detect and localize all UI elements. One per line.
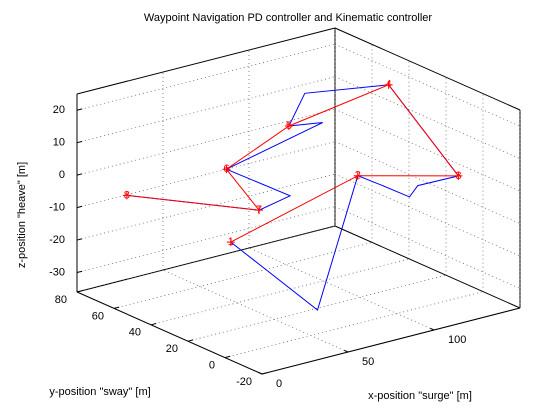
tick-mark xyxy=(76,108,83,111)
grid-line xyxy=(150,258,410,326)
y-tick-label: 80 xyxy=(55,294,67,306)
grid-line xyxy=(224,291,484,358)
grid-line xyxy=(334,43,521,127)
box-edge xyxy=(76,225,336,293)
x-axis-label: x-position "surge" [m] xyxy=(368,390,472,402)
tick-mark xyxy=(76,270,83,274)
grid-line xyxy=(76,43,336,111)
grid-line xyxy=(76,76,336,144)
grid-line xyxy=(334,206,521,289)
waypoint-label: 4 xyxy=(386,79,392,91)
grid-line xyxy=(76,225,336,293)
y-tick-label: 60 xyxy=(92,310,104,322)
grid-line xyxy=(76,108,336,176)
tick-mark xyxy=(150,322,157,326)
grid-line xyxy=(187,274,447,342)
waypoint-label: 5 xyxy=(286,120,292,132)
grid-line xyxy=(248,247,435,331)
y-tick-label: -20 xyxy=(236,376,252,388)
grid-line xyxy=(162,269,349,353)
grid-line xyxy=(76,206,336,273)
y-tick-label: 40 xyxy=(129,327,141,339)
chart-title: Waypoint Navigation PD controller and Ki… xyxy=(144,12,433,24)
y-axis xyxy=(76,291,263,375)
tick-mark xyxy=(76,290,83,293)
tick-mark xyxy=(76,205,83,209)
z-tick-label: 10 xyxy=(53,137,65,149)
waypoint-marker xyxy=(255,206,264,215)
z-tick-label: -10 xyxy=(49,202,65,214)
tick-mark xyxy=(187,339,194,342)
waypoint-label: 7 xyxy=(256,204,262,216)
waypoint-marker xyxy=(122,191,131,200)
tick-mark xyxy=(113,306,120,309)
waypoint-marker xyxy=(222,165,231,174)
grid-line xyxy=(334,141,521,224)
tick-mark xyxy=(76,140,83,144)
tick-mark xyxy=(76,173,83,176)
x-tick-label: 100 xyxy=(448,334,466,346)
grid-line xyxy=(334,76,521,160)
grid-line xyxy=(76,173,336,241)
grid-line xyxy=(334,173,521,257)
waypoint-marker xyxy=(384,80,393,89)
y-tick-label: 0 xyxy=(209,360,215,372)
x-tick-label: 50 xyxy=(362,356,374,368)
waypoint-label: 3 xyxy=(455,170,461,182)
waypoint-label: 8 xyxy=(124,189,130,201)
grid-line xyxy=(113,242,373,309)
tick-mark xyxy=(224,355,231,359)
trajectory-line xyxy=(126,84,460,243)
box-edge xyxy=(76,27,336,95)
waypoint-marker xyxy=(226,238,235,247)
x-axis xyxy=(261,307,521,375)
waypoint-marker xyxy=(284,121,293,130)
y-tick-label: 20 xyxy=(166,343,178,355)
z-tick-label: -20 xyxy=(49,234,65,246)
z-tick-label: 20 xyxy=(53,104,65,116)
z-tick-label: 0 xyxy=(59,169,65,181)
waypoint-label: 2 xyxy=(355,170,361,182)
box-edge xyxy=(334,225,521,309)
waypoint-marker xyxy=(353,171,362,180)
box-edge xyxy=(334,27,521,111)
z-axis-label: z-position "heave" [m] xyxy=(16,162,28,268)
waypoint-label: 6 xyxy=(223,163,229,175)
waypoint-label: 1 xyxy=(228,236,234,248)
tick-mark xyxy=(76,238,83,241)
grid-line xyxy=(334,108,521,192)
z-tick-label: -30 xyxy=(49,266,65,278)
y-axis-label: y-position "sway" [m] xyxy=(49,386,150,398)
grid-line xyxy=(76,141,336,208)
x-tick-label: 0 xyxy=(276,378,282,390)
waypoint-marker xyxy=(454,171,463,180)
